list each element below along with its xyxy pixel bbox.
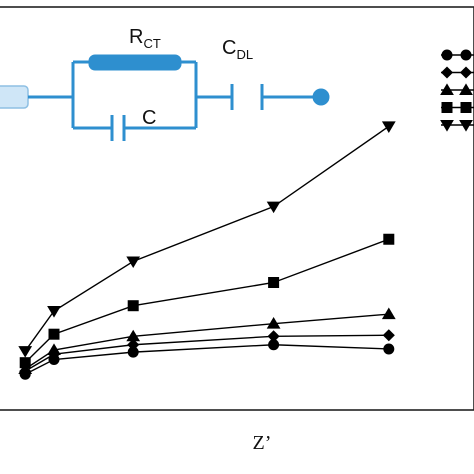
series-triangle-up (18, 307, 396, 374)
legend-marker-triangle-down-left (440, 120, 454, 132)
data-point-square-0 (19, 357, 31, 369)
data-point-triangle-up-0 (18, 362, 33, 374)
data-point-triangle-down-0 (18, 346, 33, 358)
data-point-square-3 (268, 277, 280, 288)
legend-entry-triangle-up (440, 83, 474, 95)
legend-marker-circle-left (441, 49, 453, 61)
data-point-square-2 (127, 300, 139, 312)
legend-marker-square-left (441, 102, 453, 113)
data-point-triangle-down-4 (381, 121, 396, 133)
series-diamond (19, 329, 395, 378)
series-square (19, 233, 395, 369)
resistor-rct (88, 54, 182, 71)
series-line-triangle-down (24, 125, 390, 352)
data-point-circle-2 (127, 346, 139, 358)
electrode-connector (0, 85, 29, 109)
legend-marker-triangle-up-left (440, 83, 454, 95)
legend-marker-square-right (460, 102, 472, 113)
x-axis-label: Z’ (253, 432, 272, 454)
series-line-diamond (24, 334, 389, 372)
series-layer (18, 121, 396, 380)
data-point-diamond-2 (127, 338, 140, 351)
inset-circuit-diagram: RCT C CDL (0, 26, 330, 141)
legend-marker-diamond-left (440, 66, 454, 79)
data-point-triangle-down-2 (126, 256, 141, 268)
legend-entry-diamond (440, 66, 474, 79)
data-point-triangle-down-3 (266, 201, 281, 214)
data-point-circle-3 (268, 339, 280, 351)
data-point-diamond-3 (267, 330, 280, 343)
circuit-terminal (312, 88, 330, 106)
data-point-triangle-up-2 (126, 329, 141, 342)
data-point-triangle-down-1 (47, 306, 61, 318)
legend-marker-triangle-up-right (459, 83, 473, 95)
legend-entry-circle (441, 49, 474, 61)
rct-label: RCT (129, 26, 161, 51)
data-point-square-1 (48, 328, 60, 340)
legend-entry-triangle-down (440, 120, 474, 132)
series-circle (19, 339, 395, 380)
legend-entry-square (441, 102, 474, 113)
legend-marker-circle-right (460, 49, 472, 61)
plot-frame (0, 6, 474, 411)
cdl-label: CDL (222, 37, 253, 62)
legend-marker-triangle-down-right (459, 120, 473, 132)
legend-marker-diamond-right (459, 66, 473, 79)
legend (440, 49, 474, 132)
series-triangle-down (18, 121, 396, 358)
data-point-diamond-4 (382, 329, 395, 342)
series-line-square (24, 238, 390, 364)
data-point-triangle-up-4 (381, 307, 396, 320)
data-point-square-4 (383, 233, 395, 245)
data-point-triangle-up-3 (266, 317, 281, 329)
series-line-triangle-up (24, 313, 389, 370)
c-label: C (142, 107, 156, 129)
series-line-circle (24, 344, 389, 375)
data-point-circle-4 (383, 343, 395, 355)
data-point-triangle-up-1 (47, 343, 61, 355)
